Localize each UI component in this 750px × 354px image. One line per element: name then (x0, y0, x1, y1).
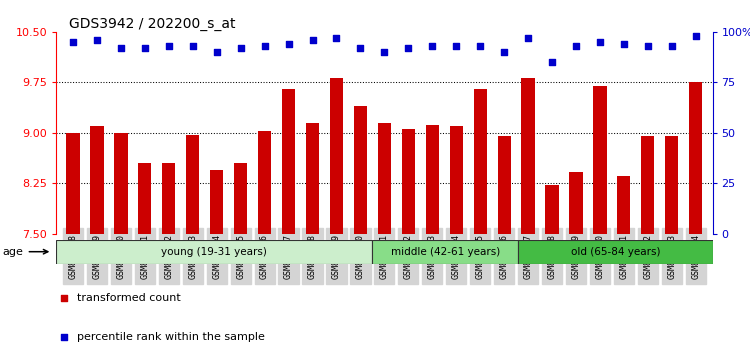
Point (307, 37, 319, 43)
Point (211, 49, 223, 55)
Point (546, 59, 558, 65)
Text: old (65-84 years): old (65-84 years) (571, 247, 660, 257)
Text: transformed count: transformed count (77, 293, 181, 303)
Point (67, 39, 79, 45)
Bar (473, 89, 487, 234)
Point (139, 45, 151, 51)
Point (355, 45, 367, 51)
Bar (114, 133, 128, 234)
Point (642, 43, 654, 49)
Bar (569, 172, 583, 234)
Point (522, 35, 534, 41)
Point (402, 45, 414, 51)
Point (594, 39, 606, 45)
Point (187, 43, 199, 49)
Point (498, 49, 510, 55)
Bar (426, 125, 439, 234)
Bar (450, 126, 463, 234)
Point (450, 43, 462, 49)
Bar (689, 82, 702, 234)
Bar (282, 89, 296, 234)
Bar (593, 86, 607, 234)
Point (426, 43, 438, 49)
Text: percentile rank within the sample: percentile rank within the sample (77, 332, 266, 342)
Point (115, 45, 127, 51)
Text: middle (42-61 years): middle (42-61 years) (391, 247, 500, 257)
Text: GDS3942 / 202200_s_at: GDS3942 / 202200_s_at (69, 17, 236, 31)
Point (58, 295, 70, 301)
Bar (67, 133, 80, 234)
Bar (665, 136, 678, 234)
Point (570, 43, 582, 49)
Bar (330, 78, 343, 234)
Point (163, 43, 175, 49)
Bar (234, 163, 248, 234)
Point (91, 37, 103, 43)
Bar (138, 163, 152, 234)
Point (474, 43, 486, 49)
Bar (518, 240, 712, 264)
Bar (497, 136, 511, 234)
Point (618, 41, 630, 47)
Bar (378, 122, 391, 234)
Point (58, 334, 70, 340)
Bar (186, 135, 200, 234)
Bar (617, 177, 631, 234)
Bar (258, 131, 272, 234)
Bar (162, 163, 176, 234)
Bar (56, 240, 372, 264)
Bar (545, 185, 559, 234)
Bar (372, 240, 518, 264)
Text: age: age (3, 247, 48, 257)
Text: young (19-31 years): young (19-31 years) (161, 247, 267, 257)
Point (283, 41, 295, 47)
Bar (641, 136, 655, 234)
Bar (91, 126, 104, 234)
Point (331, 35, 343, 41)
Point (690, 33, 702, 39)
Point (235, 45, 247, 51)
Point (378, 49, 390, 55)
Point (666, 43, 678, 49)
Bar (402, 129, 415, 234)
Point (259, 43, 271, 49)
Bar (306, 122, 319, 234)
Bar (210, 170, 224, 234)
Bar (354, 106, 367, 234)
Bar (521, 78, 535, 234)
